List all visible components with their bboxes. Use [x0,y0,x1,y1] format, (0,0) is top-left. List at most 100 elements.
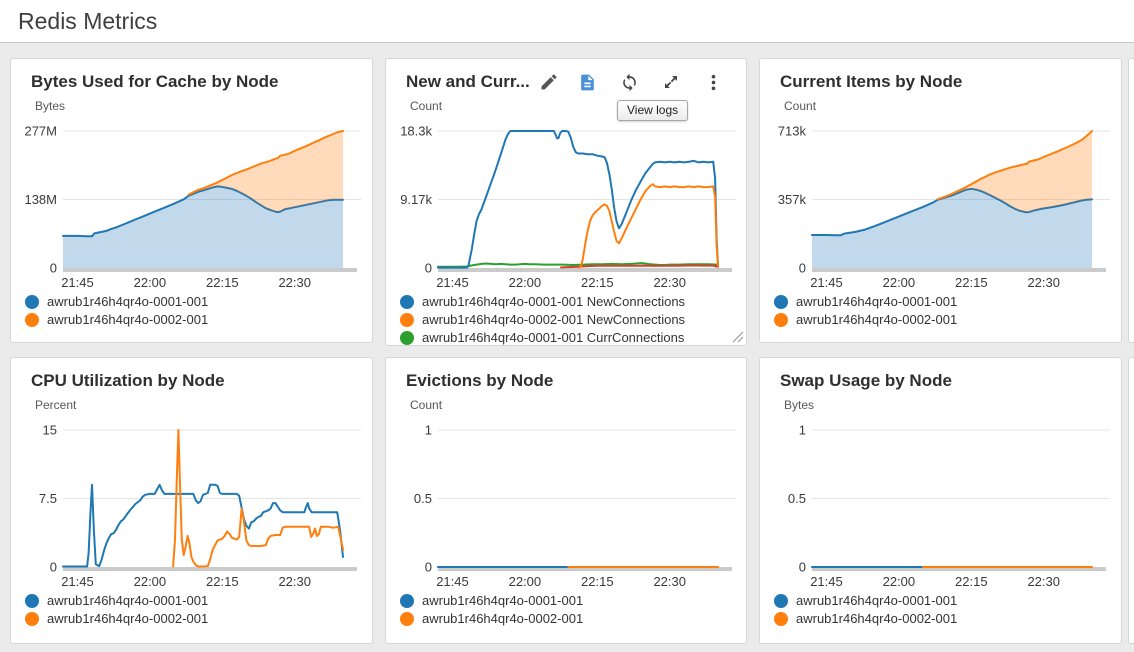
log-file-icon [580,74,594,90]
x-tick-label: 22:15 [206,574,239,589]
legend-color-dot [774,594,788,608]
y-axis-unit-label: Bytes [35,99,66,113]
legend-item[interactable]: awrub1r46h4qr4o-0001-001 [774,295,957,309]
x-tick-label: 22:15 [581,574,614,589]
chart-title: CPU Utilization by Node [31,371,225,390]
x-tick-label: 22:15 [581,275,614,290]
chart-canvas: 1 0.5 0 21:45 22:00 22:15 22:30 [788,423,1110,589]
chart-title: Current Items by Node [780,72,963,91]
x-tick-label: 22:15 [955,275,988,290]
series-area-node2top [188,131,343,213]
legend-color-dot [400,612,414,626]
edit-title-button[interactable] [539,72,559,92]
chart-canvas: 15 7.5 0 21:45 22:00 22:15 22:30 [39,423,361,589]
expand-button[interactable] [660,71,682,93]
legend-item[interactable]: awrub1r46h4qr4o-0001-001 CurrConnections [400,331,685,345]
legend-item[interactable]: awrub1r46h4qr4o-0001-001 NewConnections [400,295,685,309]
ellipsis-icon [711,74,715,90]
legend-item[interactable]: awrub1r46h4qr4o-0002-001 [774,313,957,327]
legend-item[interactable]: awrub1r46h4qr4o-0002-001 [774,612,957,626]
y-tick-label: 138M [24,192,57,207]
legend-label: awrub1r46h4qr4o-0001-001 CurrConnections [422,330,685,345]
page-header: Redis Metrics [0,0,1134,43]
series-line-node2top [936,130,1093,201]
widget-menu-button[interactable] [702,71,724,93]
chart-legend: awrub1r46h4qr4o-0001-001 NewConnections a… [400,295,685,345]
legend-color-dot [400,295,414,309]
x-tick-label: 22:00 [509,574,542,589]
chart-canvas: 1 0.5 0 21:45 22:00 22:15 22:30 [414,423,736,589]
series-area-node1 [63,186,343,268]
legend-item[interactable]: awrub1r46h4qr4o-0001-001 [25,594,208,608]
series-area-node2top [937,131,1092,213]
panel-resize-handle[interactable] [731,330,744,343]
panel-head: CPU Utilization by Node [11,358,372,394]
legend-color-dot [774,295,788,309]
legend-color-dot [400,331,414,345]
chart-title: Bytes Used for Cache by Node [31,72,279,91]
chart-canvas: 713k 357k 0 21:45 22:00 22:15 22:30 [778,124,1110,290]
legend-color-dot [400,594,414,608]
y-axis-unit-label: Count [410,398,443,412]
y-tick-label: 0 [425,261,432,276]
chart-title: Evictions by Node [406,371,554,390]
y-tick-label: 9.17k [400,192,432,207]
chart-plot-area[interactable]: 277M 138M 0 21:45 22:00 22:15 22:30 [11,121,369,297]
legend-item[interactable]: awrub1r46h4qr4o-0002-001 [25,313,208,327]
legend-label: awrub1r46h4qr4o-0001-001 [47,593,209,608]
series-line-new2 [578,183,719,269]
series-line-node2top [187,130,344,196]
series-line-node1 [811,187,1093,237]
legend-color-dot [774,612,788,626]
x-tick-label: 22:30 [278,574,311,589]
y-tick-label: 15 [43,423,57,438]
view-logs-button[interactable] [576,71,598,93]
legend-label: awrub1r46h4qr4o-0001-001 [422,593,584,608]
legend-item[interactable]: awrub1r46h4qr4o-0001-001 [25,295,208,309]
legend-color-dot [25,313,39,327]
chart-plot-area[interactable]: 18.3k 9.17k 0 21:45 22:00 22:15 22:30 [386,121,744,297]
refresh-button[interactable] [618,71,640,93]
legend-label: awrub1r46h4qr4o-0002-001 [47,611,209,626]
y-tick-label: 713k [778,124,807,139]
y-tick-label: 357k [778,192,807,207]
x-tick-label: 22:15 [206,275,239,290]
legend-item[interactable]: awrub1r46h4qr4o-0001-001 [400,594,583,608]
chart-panel-current-items: Current Items by Node Count 713k 357k 0 21:… [759,58,1122,343]
legend-color-dot [400,313,414,327]
panel-head: Bytes Used for Cache by Node [11,59,372,95]
x-tick-label: 22:30 [1027,275,1060,290]
chart-plot-area[interactable]: 713k 357k 0 21:45 22:00 22:15 22:30 [760,121,1118,297]
chart-plot-area[interactable]: 1 0.5 0 21:45 22:00 22:15 22:30 [386,420,744,596]
series-line-curr2 [560,264,719,269]
y-tick-label: 0.5 [414,491,432,506]
chart-canvas: 18.3k 9.17k 0 21:45 22:00 22:15 22:30 [400,124,736,290]
chart-legend: awrub1r46h4qr4o-0001-001 awrub1r46h4qr4o-… [774,295,957,327]
x-tick-label: 22:00 [509,275,542,290]
x-tick-label: 21:45 [810,574,843,589]
chart-title: Swap Usage by Node [780,371,952,390]
y-tick-label: 1 [425,423,432,438]
legend-label: awrub1r46h4qr4o-0001-001 [796,593,958,608]
x-tick-label: 22:00 [883,275,916,290]
chart-plot-area[interactable]: 1 0.5 0 21:45 22:00 22:15 22:30 [760,420,1118,596]
legend-item[interactable]: awrub1r46h4qr4o-0002-001 NewConnections [400,313,685,327]
chart-canvas: 277M 138M 0 21:45 22:00 22:15 22:30 [24,124,361,290]
x-tick-label: 22:30 [1027,574,1060,589]
y-axis-unit-label: Bytes [784,398,815,412]
page-title: Redis Metrics [18,8,158,34]
y-tick-label: 1 [799,423,806,438]
legend-item[interactable]: awrub1r46h4qr4o-0002-001 [400,612,583,626]
y-tick-label: 0.5 [788,491,806,506]
series-area-node1 [812,188,1092,268]
legend-label: awrub1r46h4qr4o-0002-001 [47,312,209,327]
legend-item[interactable]: awrub1r46h4qr4o-0002-001 [25,612,208,626]
chart-plot-area[interactable]: 15 7.5 0 21:45 22:00 22:15 22:30 [11,420,369,596]
legend-item[interactable]: awrub1r46h4qr4o-0001-001 [774,594,957,608]
chart-panel-connections: New and Curr... [385,58,747,346]
x-axis-baseline [812,268,1106,272]
x-tick-label: 21:45 [436,275,469,290]
legend-label: awrub1r46h4qr4o-0001-001 [47,294,209,309]
panel-head: New and Curr... [386,59,746,95]
legend-color-dot [25,594,39,608]
